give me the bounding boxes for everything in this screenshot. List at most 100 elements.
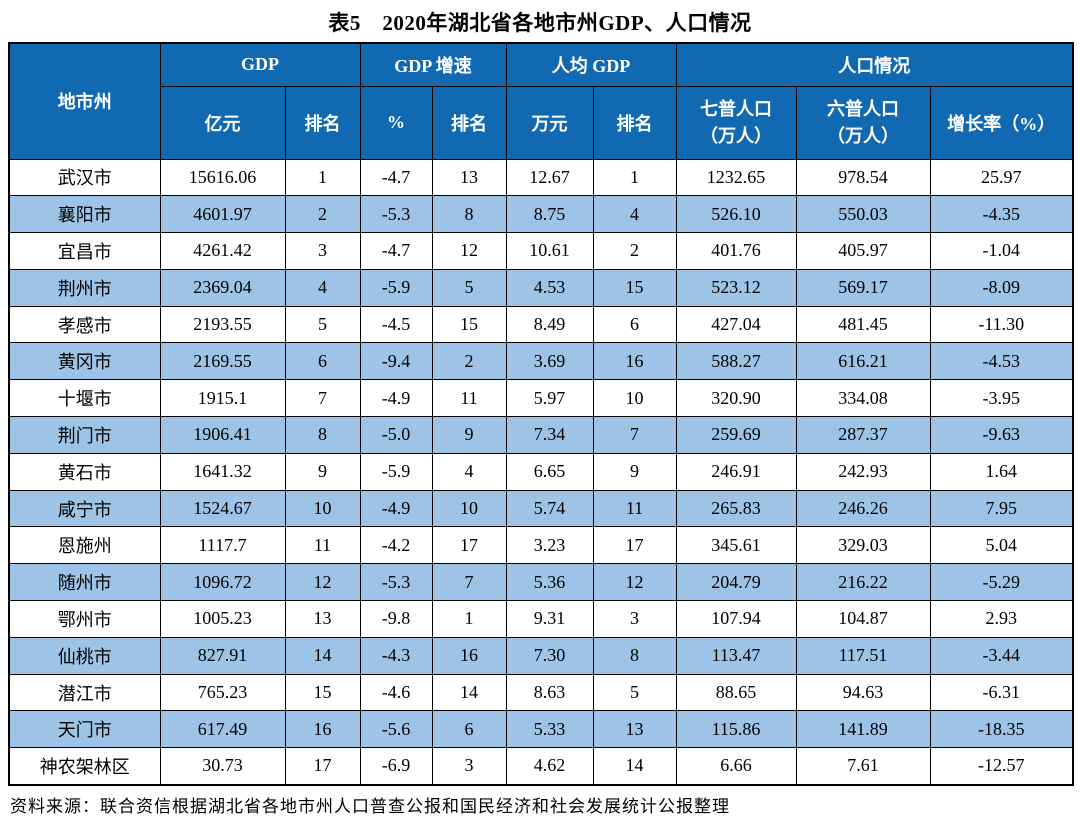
value-cell: 10 <box>431 489 507 528</box>
value-cell: 320.90 <box>675 379 797 418</box>
value-cell: -12.57 <box>929 747 1074 786</box>
value-cell: 115.86 <box>675 710 797 749</box>
value-cell: 345.61 <box>675 526 797 565</box>
value-cell: 107.94 <box>675 600 797 638</box>
value-cell: 8 <box>431 195 507 234</box>
table-row: 黄冈市 2169.55 6 -9.4 2 3.69 16 588.27 616.21 -4.53 <box>8 342 1074 381</box>
value-cell: 14 <box>431 673 507 712</box>
header-gdp-growth-group: GDP 增速 <box>359 42 507 87</box>
city-name-cell: 天门市 <box>8 710 161 749</box>
value-cell: 1 <box>431 600 507 638</box>
value-cell: -5.9 <box>359 268 433 307</box>
value-cell: 25.97 <box>929 158 1074 197</box>
value-cell: 13 <box>284 600 361 638</box>
value-cell: 827.91 <box>159 636 286 675</box>
table-row: 武汉市 15616.06 1 -4.7 13 12.67 1 1232.65 978.54 25.… <box>8 158 1074 197</box>
value-cell: 7.61 <box>795 747 931 786</box>
value-cell: 7 <box>431 563 507 602</box>
value-cell: 113.47 <box>675 636 797 675</box>
value-cell: -5.3 <box>359 195 433 234</box>
value-cell: 2 <box>284 195 361 234</box>
value-cell: 329.03 <box>795 526 931 565</box>
value-cell: 588.27 <box>675 342 797 381</box>
value-cell: -5.0 <box>359 416 433 454</box>
header-gdp-unit: 亿元 <box>159 85 286 160</box>
value-cell: 2 <box>431 342 507 381</box>
value-cell: 14 <box>592 747 677 786</box>
value-cell: -4.5 <box>359 305 433 344</box>
city-name-cell: 咸宁市 <box>8 489 161 528</box>
table-row: 荆州市 2369.04 4 -5.9 5 4.53 15 523.12 569.17 -8.09 <box>8 268 1074 307</box>
header-census6: 六普人口 （万人） <box>795 85 931 160</box>
value-cell: 94.63 <box>795 673 931 712</box>
header-group-row: 地市州 GDP GDP 增速 人均 GDP 人口情况 <box>8 42 1074 160</box>
value-cell: 5.97 <box>505 379 594 418</box>
value-cell: 141.89 <box>795 710 931 749</box>
header-census6-line1: 六普人口 <box>827 99 900 120</box>
value-cell: 13 <box>431 158 507 197</box>
table-row: 神农架林区 30.73 17 -6.9 3 4.62 14 6.66 7.61 -12.57 <box>8 747 1074 786</box>
value-cell: -4.53 <box>929 342 1074 381</box>
value-cell: 3 <box>592 600 677 638</box>
header-census7-line1: 七普人口 <box>700 99 773 120</box>
value-cell: 7.34 <box>505 416 594 454</box>
value-cell: -4.9 <box>359 489 433 528</box>
header-growth-rate: 增长率（%） <box>929 85 1074 160</box>
value-cell: 10 <box>592 379 677 418</box>
table-row: 天门市 617.49 16 -5.6 6 5.33 13 115.86 141.89 -18.35 <box>8 710 1074 749</box>
value-cell: 1906.41 <box>159 416 286 454</box>
value-cell: -5.29 <box>929 563 1074 602</box>
value-cell: -4.3 <box>359 636 433 675</box>
value-cell: 427.04 <box>675 305 797 344</box>
value-cell: 334.08 <box>795 379 931 418</box>
table-row: 恩施州 1117.7 11 -4.2 17 3.23 17 345.61 329.03 5.04 <box>8 526 1074 565</box>
value-cell: 265.83 <box>675 489 797 528</box>
table-row: 荆门市 1906.41 8 -5.0 9 7.34 7 259.69 287.37 -9.63 <box>8 416 1074 454</box>
value-cell: -6.9 <box>359 747 433 786</box>
table-header: 地市州 GDP GDP 增速 人均 GDP 人口情况 亿元 排名 % 排名 万元… <box>8 42 1074 160</box>
value-cell: -4.9 <box>359 379 433 418</box>
value-cell: 2193.55 <box>159 305 286 344</box>
value-cell: 246.91 <box>675 452 797 491</box>
value-cell: 4.62 <box>505 747 594 786</box>
value-cell: 5 <box>431 268 507 307</box>
value-cell: 15 <box>592 268 677 307</box>
value-cell: 9 <box>284 452 361 491</box>
value-cell: 2 <box>592 232 677 270</box>
value-cell: 526.10 <box>675 195 797 234</box>
city-name-cell: 神农架林区 <box>8 747 161 786</box>
value-cell: 6 <box>284 342 361 381</box>
value-cell: 1005.23 <box>159 600 286 638</box>
value-cell: 12 <box>431 232 507 270</box>
value-cell: 242.93 <box>795 452 931 491</box>
value-cell: -8.09 <box>929 268 1074 307</box>
value-cell: 17 <box>592 526 677 565</box>
value-cell: 14 <box>284 636 361 675</box>
value-cell: 617.49 <box>159 710 286 749</box>
value-cell: 15 <box>431 305 507 344</box>
table-row: 十堰市 1915.1 7 -4.9 11 5.97 10 320.90 334.08 -3.95 <box>8 379 1074 418</box>
source-note: 资料来源：联合资信根据湖北省各地市州人口普查公报和国民经济和社会发展统计公报整理 <box>10 796 730 816</box>
value-cell: -5.9 <box>359 452 433 491</box>
value-cell: 765.23 <box>159 673 286 712</box>
city-name-cell: 黄冈市 <box>8 342 161 381</box>
value-cell: -9.8 <box>359 600 433 638</box>
table-row: 随州市 1096.72 12 -5.3 7 5.36 12 204.79 216.22 -5.29 <box>8 563 1074 602</box>
value-cell: 3 <box>431 747 507 786</box>
value-cell: 8.49 <box>505 305 594 344</box>
city-name-cell: 仙桃市 <box>8 636 161 675</box>
value-cell: 11 <box>592 489 677 528</box>
value-cell: 216.22 <box>795 563 931 602</box>
value-cell: 4 <box>284 268 361 307</box>
table-caption: 表5 2020年湖北省各地市州GDP、人口情况 <box>328 11 752 35</box>
city-name-cell: 荆门市 <box>8 416 161 454</box>
value-cell: 88.65 <box>675 673 797 712</box>
value-cell: 12.67 <box>505 158 594 197</box>
header-census6-line2: （万人） <box>827 125 900 146</box>
value-cell: 481.45 <box>795 305 931 344</box>
city-name-cell: 恩施州 <box>8 526 161 565</box>
value-cell: 5.33 <box>505 710 594 749</box>
value-cell: 5.74 <box>505 489 594 528</box>
value-cell: -6.31 <box>929 673 1074 712</box>
